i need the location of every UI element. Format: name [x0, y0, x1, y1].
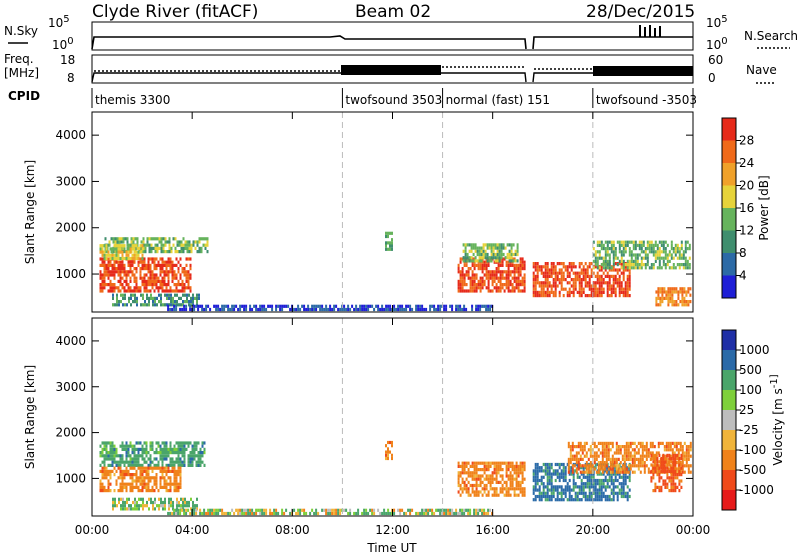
nsearch-label: N.Search — [744, 29, 798, 43]
cpid-segment-label: twofsound -3503 — [596, 93, 697, 107]
velocity-ylabel: Slant Range [km] — [23, 365, 37, 469]
power-colorbar-tick: 12 — [739, 224, 754, 238]
velocity-colorbar-tick: -500 — [739, 463, 766, 477]
power-panel: 1000 2000 3000 4000 Slant Range [km] — [23, 111, 694, 313]
x-tick-label: 20:00 — [576, 523, 611, 537]
scatter-region — [457, 461, 526, 497]
velocity-colorbar: -1000 -500 -100 -25 25 100 500 1000 Velocity [m… — [721, 329, 785, 511]
scatter-region — [532, 462, 631, 502]
cpid-label: CPID — [8, 89, 40, 103]
date-title: 28/Dec/2015 — [586, 2, 695, 22]
colorbar-swatch — [722, 410, 736, 430]
x-tick-label: 12:00 — [375, 523, 410, 537]
scatter-region — [112, 293, 200, 307]
colorbar-swatch — [722, 275, 736, 298]
colorbar-swatch — [722, 390, 736, 410]
velocity-colorbar-label: Velocity [m s-1] — [769, 374, 785, 465]
scatter-region — [385, 231, 393, 251]
scatter-region — [99, 257, 192, 293]
velocity-colorbar-tick: 500 — [739, 363, 762, 377]
colorbar-swatch — [722, 350, 736, 370]
nave-label: Nave — [746, 63, 777, 77]
colorbar-swatch — [722, 370, 736, 390]
velocity-colorbar-tick: 1000 — [739, 343, 770, 357]
x-tick-label: 08:00 — [275, 523, 310, 537]
freq-tick-bottom: 8 — [67, 71, 75, 85]
colorbar-swatch — [722, 163, 736, 186]
cpid-row: CPID themis 3300 twofsound 3503 normal (fa… — [8, 88, 697, 108]
freq-label: Freq. — [4, 52, 34, 66]
scatter-region — [532, 262, 631, 298]
x-tick-label: 00:00 — [75, 523, 110, 537]
scatter-region — [112, 497, 198, 511]
colorbar-swatch — [722, 118, 736, 141]
y-tick-label: 4000 — [55, 334, 86, 348]
freq-tick-top: 18 — [60, 53, 75, 67]
velocity-panel: 1000 2000 3000 4000 00:00 04:00 08:00 12:00 16:… — [23, 317, 711, 554]
power-colorbar-tick: 4 — [739, 269, 747, 283]
y-tick-label: 2000 — [55, 221, 86, 235]
freq-strip: Freq. [MHz] 18 8 60 0 Nave — [4, 52, 777, 85]
scatter-region — [385, 440, 393, 461]
colorbar-swatch — [722, 253, 736, 276]
cpid-segment-label: normal (fast) 151 — [446, 93, 550, 107]
colorbar-swatch — [722, 185, 736, 208]
colorbar-swatch — [722, 450, 736, 470]
nave-tick-bottom: 0 — [708, 71, 716, 85]
scatter-region — [99, 441, 206, 467]
scatter-region — [457, 257, 526, 293]
colorbar-swatch — [722, 470, 736, 490]
colorbar-swatch — [722, 330, 736, 350]
colorbar-swatch — [722, 490, 736, 510]
colorbar-swatch — [722, 430, 736, 450]
station-title: Clyde River (fitACF) — [92, 2, 258, 22]
scatter-region — [655, 287, 692, 307]
cpid-segment-label: themis 3300 — [95, 93, 170, 107]
power-colorbar-tick: 8 — [739, 246, 747, 260]
x-tick-label: 04:00 — [175, 523, 210, 537]
scatter-region — [567, 441, 692, 474]
freq-unit: [MHz] — [4, 66, 39, 80]
nave-tick-top: 60 — [708, 53, 723, 67]
scatter-region — [592, 240, 691, 270]
velocity-colorbar-tick: -100 — [739, 443, 766, 457]
scatter-region — [462, 243, 519, 263]
x-tick-label: 16:00 — [475, 523, 510, 537]
nsearch-tick-bottom: 100 — [706, 36, 728, 52]
power-colorbar-label: Power [dB] — [757, 175, 771, 240]
velocity-colorbar-tick: 25 — [739, 403, 754, 417]
y-tick-label: 1000 — [55, 267, 86, 281]
x-tick-label: 00:00 — [676, 523, 711, 537]
power-colorbar-tick: 16 — [739, 201, 754, 215]
nsearch-tick-top: 105 — [706, 14, 728, 30]
y-tick-label: 2000 — [55, 426, 86, 440]
y-tick-label: 4000 — [55, 128, 86, 142]
scatter-region — [167, 508, 494, 516]
nsky-tick-top: 105 — [48, 14, 70, 30]
colorbar-swatch — [722, 140, 736, 163]
scatter-region — [167, 304, 494, 312]
power-colorbar-tick: 28 — [739, 134, 754, 148]
cpid-segment-label: twofsound 3503 — [345, 93, 442, 107]
scatter-region — [650, 453, 683, 493]
colorbar-swatch — [722, 208, 736, 231]
nsky-tick-bottom: 100 — [52, 36, 74, 52]
time-axis-label: Time UT — [366, 541, 417, 554]
scatter-region — [99, 466, 182, 493]
nsky-label: N.Sky — [4, 24, 38, 38]
power-colorbar-tick: 24 — [739, 156, 754, 170]
beam-title: Beam 02 — [355, 2, 431, 22]
scatter-region — [99, 244, 144, 261]
y-tick-label: 3000 — [55, 174, 86, 188]
velocity-colorbar-tick: -25 — [739, 423, 759, 437]
y-tick-label: 1000 — [55, 471, 86, 485]
y-tick-label: 3000 — [55, 380, 86, 394]
velocity-colorbar-tick: 100 — [739, 383, 762, 397]
power-colorbar-tick: 20 — [739, 179, 754, 193]
colorbar-swatch — [722, 230, 736, 253]
power-colorbar: 4 8 12 16 20 24 28 Power [dB] — [721, 117, 771, 299]
velocity-colorbar-tick: -1000 — [739, 483, 774, 497]
power-ylabel: Slant Range [km] — [23, 160, 37, 264]
